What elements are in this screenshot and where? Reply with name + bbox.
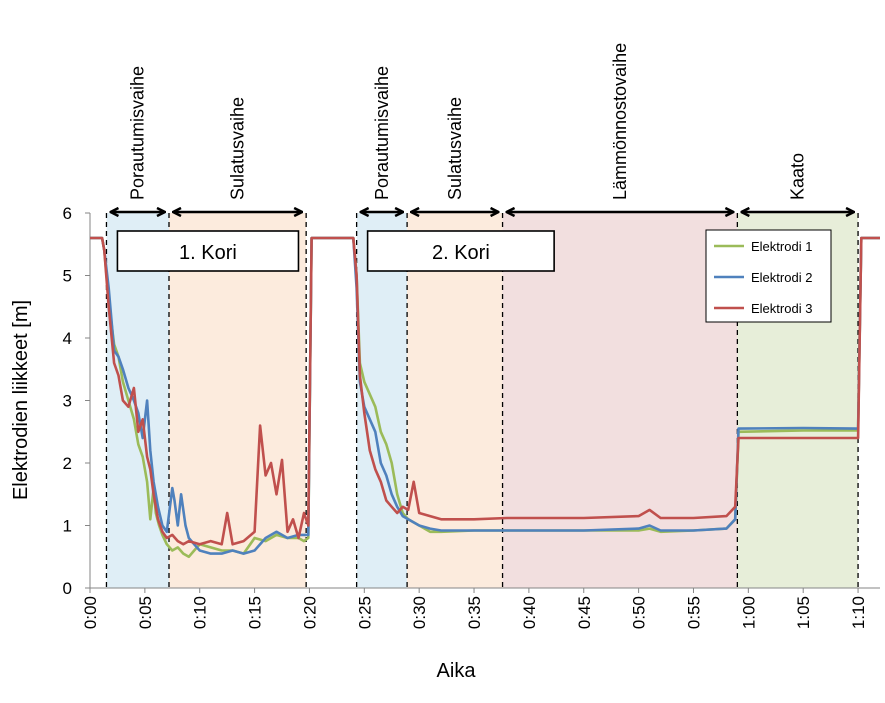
phase-label: Lämmönnostovaihe [610,43,630,200]
x-tick-label: 1:05 [794,596,813,629]
phase-band-1 [169,213,307,588]
x-tick-label: 0:35 [465,596,484,629]
phase-label: Sulatusvaihe [445,97,465,200]
y-tick-label: 5 [63,267,72,286]
phase-label: Sulatusvaihe [228,97,248,200]
y-tick-label: 6 [63,204,72,223]
x-tick-label: 0:45 [575,596,594,629]
x-tick-label: 0:20 [300,596,319,629]
phase-band-4 [502,213,738,588]
y-tick-label: 1 [63,517,72,536]
phase-backgrounds [105,213,859,588]
x-tick-label: 1:00 [739,596,758,629]
y-tick-label: 3 [63,392,72,411]
y-axis-label: Elektrodien liikkeet [m] [10,300,32,500]
basket-box-label: 1. Kori [179,242,237,264]
x-tick-label: 0:55 [684,596,703,629]
series-line-1 [90,236,880,559]
phase-label: Porautumisvaihe [372,66,392,200]
basket-box-label: 2. Kori [432,242,490,264]
legend: Elektrodi 1 Elektrodi 2 Elektrodi 3 [705,229,832,323]
phase-label: Kaato [788,153,808,200]
legend-label: Elektrodi 2 [751,270,812,285]
y-tick-label: 2 [63,454,72,473]
legend-label: Elektrodi 3 [751,301,812,316]
x-tick-label: 0:40 [520,596,539,629]
series-line-3 [90,236,880,546]
basket-boxes: 1. Kori 2. Kori [116,230,555,272]
x-tick-label: 0:10 [191,596,210,629]
x-axis-label: Aika [437,660,477,682]
basket-box-2 [366,230,555,272]
phase-label: Porautumisvaihe [128,66,148,200]
y-tick-label: 4 [63,329,72,348]
x-tick-label: 0:05 [136,596,155,629]
series-line-2 [90,236,880,555]
phase-arrows: Porautumisvaihe Sulatusvaihe Porautumisvai… [110,43,854,212]
basket-box-1 [116,230,300,272]
x-tick-label: 0:50 [630,596,649,629]
x-tick-label: 0:00 [81,596,100,629]
x-tick-label: 1:10 [849,596,868,629]
x-tick-label: 0:15 [246,596,265,629]
y-tick-label: 0 [63,579,72,598]
axes: 0 1 2 3 4 5 6 0:00 0:05 0:10 0:15 0:20 0:25 0:30 0:35 0… [63,204,880,629]
legend-label: Elektrodi 1 [751,239,812,254]
series-lines [90,236,880,559]
x-tick-label: 0:30 [410,596,429,629]
phase-band-2 [356,213,408,588]
x-tick-label: 0:25 [355,596,374,629]
